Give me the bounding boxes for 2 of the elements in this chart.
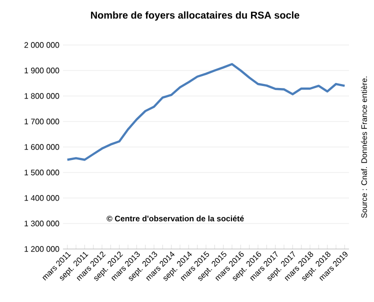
line-series bbox=[66, 63, 346, 161]
chart-title: Nombre de foyers allocataires du RSA socle bbox=[91, 11, 300, 21]
